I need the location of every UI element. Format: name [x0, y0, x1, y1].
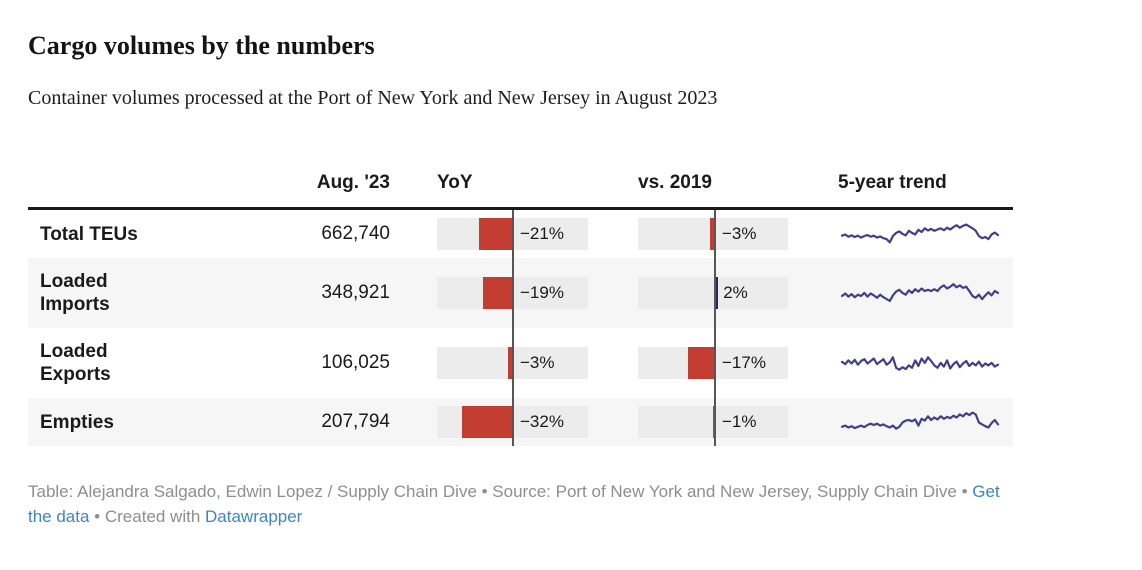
vs2019-bar-cell: −1%	[638, 406, 788, 439]
yoy-bar-label: −3%	[520, 353, 555, 373]
attribution-footer: Table: Alejandra Salgado, Edwin Lopez / …	[28, 480, 1013, 529]
row-value: 662,740	[321, 223, 390, 245]
vs2019-bar-label: −1%	[722, 412, 757, 432]
yoy-bar	[461, 406, 513, 439]
vs2019-bar	[715, 277, 719, 310]
table-row: Loaded Exports 106,025 −3% −17%	[28, 328, 1013, 398]
header-yoy: YoY	[437, 172, 473, 194]
row-label: Loaded Imports	[40, 271, 110, 316]
yoy-bar	[479, 218, 513, 251]
header-5-year-trend: 5-year trend	[838, 172, 947, 194]
footer-text: • Created with	[89, 506, 206, 526]
row-value: 348,921	[321, 282, 390, 304]
vs2019-bar	[710, 218, 715, 251]
vs2019-bar-label: −17%	[722, 353, 766, 373]
sparkline	[840, 356, 1000, 371]
vs2019-bar-cell: −17%	[638, 347, 788, 380]
get-the-data-link[interactable]: Get the data	[28, 482, 1000, 526]
content-area: Cargo volumes by the numbers Container v…	[0, 30, 1013, 529]
page-title: Cargo volumes by the numbers	[28, 31, 375, 60]
table-header-row: Aug. '23 YoY vs. 2019 5-year trend	[28, 159, 1013, 211]
yoy-bar	[482, 277, 513, 310]
yoy-axis-line	[512, 210, 514, 447]
yoy-bar	[508, 347, 513, 380]
header-vs2019: vs. 2019	[638, 172, 712, 194]
datawrapper-link[interactable]: Datawrapper	[205, 506, 303, 526]
vs2019-bar-cell: 2%	[638, 277, 788, 310]
yoy-bar-label: −21%	[520, 224, 564, 244]
sparkline	[840, 283, 1000, 303]
sparkline	[840, 223, 1000, 244]
yoy-bar-label: −32%	[520, 412, 564, 432]
cargo-volumes-table: Aug. '23 YoY vs. 2019 5-year trend Total…	[28, 159, 1013, 447]
vs2019-axis-line	[714, 210, 716, 447]
footer-text: Table: Alejandra Salgado, Edwin Lopez / …	[28, 482, 973, 502]
table-row: Empties 207,794 −32% −1%	[28, 398, 1013, 447]
trend-cell	[838, 402, 1013, 442]
vs2019-bar	[687, 347, 715, 380]
row-label: Total TEUs	[40, 223, 138, 245]
table-row: Loaded Imports 348,921 −19% 2%	[28, 258, 1013, 329]
row-value: 207,794	[321, 411, 390, 433]
trend-cell	[838, 273, 1013, 313]
vs2019-bar-label: −3%	[722, 224, 757, 244]
yoy-bar-label: −19%	[520, 283, 564, 303]
vs2019-bar-cell: −3%	[638, 218, 788, 251]
trend-cell	[838, 214, 1013, 254]
table-row: Total TEUs 662,740 −21% −3%	[28, 210, 1013, 258]
row-label: Loaded Exports	[40, 341, 111, 386]
header-aug23: Aug. '23	[316, 172, 390, 194]
row-value: 106,025	[321, 352, 390, 374]
vs2019-bar-label: 2%	[723, 283, 748, 303]
sparkline	[840, 411, 1000, 430]
page-subtitle: Container volumes processed at the Port …	[28, 87, 718, 110]
row-label: Empties	[40, 411, 114, 433]
trend-cell	[838, 343, 1013, 383]
